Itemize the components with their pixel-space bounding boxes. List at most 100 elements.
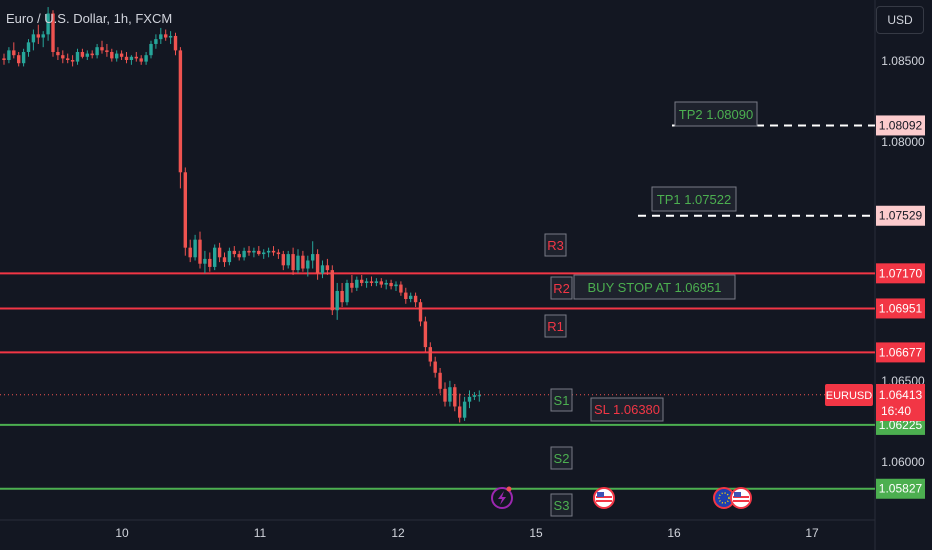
candle[interactable] bbox=[46, 7, 50, 41]
candle[interactable] bbox=[306, 255, 310, 277]
candle[interactable] bbox=[369, 276, 374, 287]
candle[interactable] bbox=[291, 247, 295, 275]
candle[interactable] bbox=[399, 281, 403, 296]
candles-group[interactable] bbox=[2, 7, 481, 423]
candle[interactable] bbox=[311, 241, 315, 269]
currency-button[interactable]: USD bbox=[876, 6, 924, 34]
candle[interactable] bbox=[364, 278, 369, 288]
candle[interactable] bbox=[168, 31, 173, 44]
candle[interactable] bbox=[350, 274, 354, 293]
candle[interactable] bbox=[252, 247, 256, 258]
us-flag-icon[interactable] bbox=[730, 487, 752, 509]
candle[interactable] bbox=[70, 55, 75, 67]
candle[interactable] bbox=[413, 292, 418, 308]
candle[interactable] bbox=[266, 247, 271, 258]
candle[interactable] bbox=[56, 47, 60, 60]
candle[interactable] bbox=[17, 51, 21, 67]
candle[interactable] bbox=[477, 390, 481, 402]
candle[interactable] bbox=[178, 47, 183, 189]
candle[interactable] bbox=[217, 242, 222, 263]
candle[interactable] bbox=[374, 278, 379, 287]
candle[interactable] bbox=[247, 246, 251, 256]
candle[interactable] bbox=[144, 51, 148, 65]
candle[interactable] bbox=[139, 55, 143, 65]
candle[interactable] bbox=[257, 246, 261, 256]
candle[interactable] bbox=[198, 231, 202, 269]
candle[interactable] bbox=[389, 279, 393, 290]
candle[interactable] bbox=[237, 250, 241, 261]
candle[interactable] bbox=[232, 246, 236, 258]
candle[interactable] bbox=[320, 260, 325, 279]
candle[interactable] bbox=[154, 34, 158, 49]
candle[interactable] bbox=[428, 342, 432, 367]
candle[interactable] bbox=[129, 55, 134, 65]
candle[interactable] bbox=[418, 298, 423, 327]
candle[interactable] bbox=[80, 48, 85, 59]
candle[interactable] bbox=[286, 250, 290, 269]
candle[interactable] bbox=[472, 392, 477, 401]
candle[interactable] bbox=[345, 279, 349, 306]
candle[interactable] bbox=[134, 51, 138, 62]
candle[interactable] bbox=[7, 47, 11, 64]
candle[interactable] bbox=[21, 48, 26, 67]
candle[interactable] bbox=[462, 396, 467, 421]
candle[interactable] bbox=[105, 43, 109, 57]
candle[interactable] bbox=[119, 50, 124, 60]
candle[interactable] bbox=[115, 50, 119, 62]
candle[interactable] bbox=[124, 51, 129, 64]
candle[interactable] bbox=[208, 252, 212, 272]
candle[interactable] bbox=[355, 276, 359, 291]
candle[interactable] bbox=[340, 282, 344, 308]
candle[interactable] bbox=[61, 50, 65, 64]
candle[interactable] bbox=[276, 249, 281, 259]
candle[interactable] bbox=[159, 27, 163, 44]
candle[interactable] bbox=[183, 167, 187, 256]
candle[interactable] bbox=[26, 39, 31, 57]
candle[interactable] bbox=[409, 292, 413, 303]
candle[interactable] bbox=[453, 384, 457, 412]
candle[interactable] bbox=[315, 249, 320, 280]
candle[interactable] bbox=[203, 250, 207, 274]
candle[interactable] bbox=[242, 247, 246, 261]
candle[interactable] bbox=[394, 281, 398, 291]
candle[interactable] bbox=[443, 382, 447, 407]
candle[interactable] bbox=[227, 247, 232, 266]
candle[interactable] bbox=[325, 258, 330, 275]
candle[interactable] bbox=[164, 29, 168, 41]
lightning-event-icon[interactable] bbox=[491, 486, 513, 509]
candle[interactable] bbox=[379, 278, 383, 288]
candle[interactable] bbox=[296, 249, 300, 274]
candle[interactable] bbox=[271, 246, 276, 256]
candle[interactable] bbox=[193, 234, 197, 261]
candle[interactable] bbox=[222, 252, 227, 267]
candle[interactable] bbox=[213, 244, 217, 271]
candle[interactable] bbox=[41, 31, 45, 48]
candle[interactable] bbox=[404, 287, 408, 304]
candle[interactable] bbox=[188, 239, 192, 263]
candle[interactable] bbox=[384, 279, 388, 290]
candle[interactable] bbox=[423, 316, 428, 352]
us-flag-icon[interactable] bbox=[593, 487, 615, 509]
candle[interactable] bbox=[448, 380, 452, 407]
candle[interactable] bbox=[100, 40, 104, 54]
candle[interactable] bbox=[433, 356, 437, 378]
candle[interactable] bbox=[262, 249, 266, 259]
candle[interactable] bbox=[85, 50, 89, 60]
candle[interactable] bbox=[360, 274, 364, 287]
candle[interactable] bbox=[173, 32, 178, 56]
candle[interactable] bbox=[301, 250, 305, 272]
candle[interactable] bbox=[335, 282, 339, 320]
candle[interactable] bbox=[110, 48, 114, 62]
candle[interactable] bbox=[281, 250, 285, 271]
candle[interactable] bbox=[149, 40, 153, 59]
candle[interactable] bbox=[467, 390, 472, 409]
candle[interactable] bbox=[95, 43, 99, 59]
candle[interactable] bbox=[2, 53, 6, 65]
candle[interactable] bbox=[51, 10, 55, 57]
candle[interactable] bbox=[31, 29, 36, 51]
candle[interactable] bbox=[330, 265, 334, 316]
candle[interactable] bbox=[458, 393, 462, 423]
candle[interactable] bbox=[66, 53, 70, 64]
candle[interactable] bbox=[36, 24, 40, 44]
